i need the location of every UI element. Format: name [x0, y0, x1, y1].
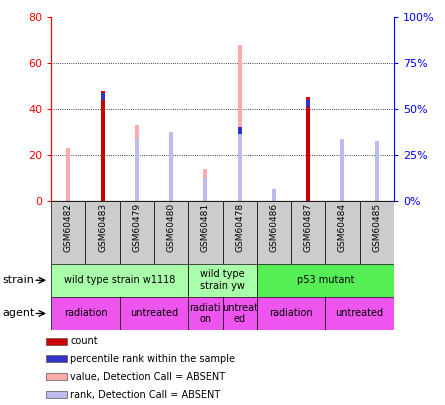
Text: GSM60478: GSM60478 — [235, 203, 244, 252]
Bar — [188, 201, 222, 264]
Text: GSM60480: GSM60480 — [166, 203, 176, 252]
Text: radiation: radiation — [64, 309, 107, 318]
Bar — [188, 264, 257, 297]
Bar — [222, 297, 257, 330]
Bar — [169, 134, 173, 201]
Text: GSM60479: GSM60479 — [132, 203, 142, 252]
Bar — [120, 201, 154, 264]
Bar — [272, 190, 276, 201]
Bar — [238, 45, 242, 201]
Bar — [203, 169, 207, 201]
Bar — [135, 139, 139, 201]
Text: GSM60486: GSM60486 — [269, 203, 279, 252]
Bar — [257, 264, 394, 297]
Bar — [340, 139, 344, 201]
Text: agent: agent — [2, 309, 35, 318]
Bar — [340, 139, 344, 201]
Text: wild type strain w1118: wild type strain w1118 — [64, 275, 175, 285]
Bar — [51, 264, 188, 297]
Bar — [306, 100, 310, 107]
Bar — [51, 297, 120, 330]
Text: untreated: untreated — [336, 309, 384, 318]
Text: radiation: radiation — [269, 309, 313, 318]
Text: GSM60484: GSM60484 — [338, 203, 347, 252]
Bar — [46, 338, 67, 345]
Bar — [46, 391, 67, 398]
Bar — [325, 201, 360, 264]
Bar — [222, 201, 257, 264]
Text: GSM60482: GSM60482 — [64, 203, 73, 252]
Bar — [188, 297, 222, 330]
Text: GSM60481: GSM60481 — [201, 203, 210, 252]
Text: percentile rank within the sample: percentile rank within the sample — [70, 354, 235, 364]
Bar — [120, 297, 188, 330]
Text: wild type
strain yw: wild type strain yw — [200, 269, 245, 291]
Bar — [291, 201, 325, 264]
Bar — [375, 141, 379, 201]
Bar — [101, 93, 105, 100]
Bar — [375, 141, 379, 201]
Bar — [257, 297, 325, 330]
Bar — [360, 201, 394, 264]
Bar — [203, 178, 207, 201]
Text: rank, Detection Call = ABSENT: rank, Detection Call = ABSENT — [70, 390, 221, 399]
Text: GSM60483: GSM60483 — [98, 203, 107, 252]
Bar — [51, 201, 85, 264]
Bar — [46, 373, 67, 380]
Bar — [135, 125, 139, 201]
Bar — [66, 148, 70, 201]
Text: count: count — [70, 336, 98, 346]
Text: p53 mutant: p53 mutant — [296, 275, 354, 285]
Bar — [154, 201, 188, 264]
Text: strain: strain — [2, 275, 34, 285]
Text: GSM60485: GSM60485 — [372, 203, 381, 252]
Text: untreat
ed: untreat ed — [222, 303, 258, 324]
Bar — [306, 98, 310, 201]
Bar — [238, 127, 242, 201]
Bar — [238, 127, 242, 134]
Text: value, Detection Call = ABSENT: value, Detection Call = ABSENT — [70, 371, 226, 382]
Bar — [85, 201, 120, 264]
Bar — [257, 201, 291, 264]
Bar — [101, 91, 105, 201]
Text: radiati
on: radiati on — [190, 303, 221, 324]
Bar — [169, 132, 173, 201]
Text: untreated: untreated — [130, 309, 178, 318]
Text: GSM60487: GSM60487 — [303, 203, 313, 252]
Bar — [272, 192, 276, 201]
Bar — [46, 355, 67, 362]
Bar — [325, 297, 394, 330]
